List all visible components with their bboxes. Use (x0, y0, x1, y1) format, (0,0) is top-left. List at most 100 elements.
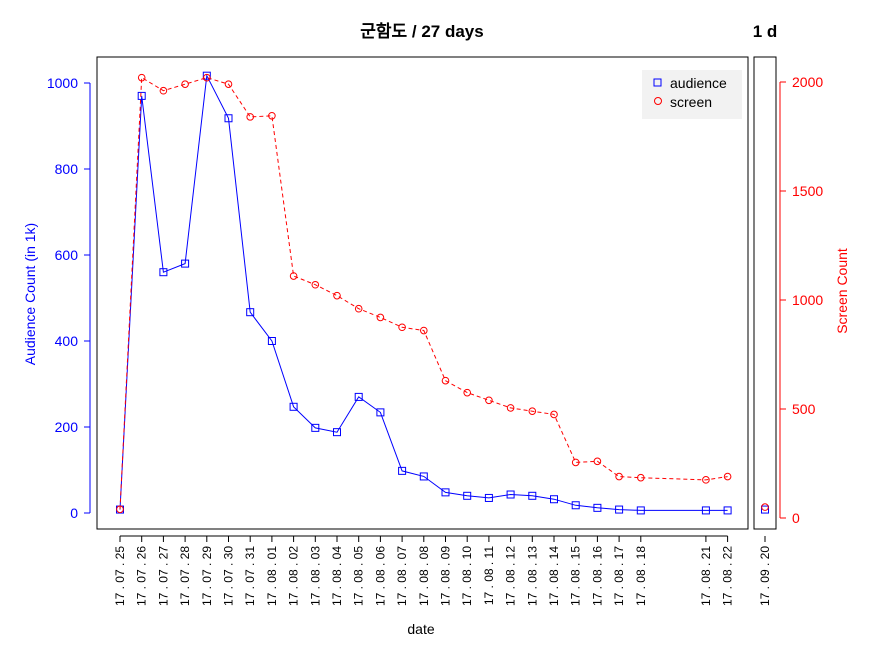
x-tick-label: 17 . 07 . 29 (200, 546, 214, 606)
point-screen (311, 280, 320, 289)
point-audience (528, 491, 537, 500)
x-tick-label: 17 . 08 . 22 (721, 546, 735, 606)
x-tick-label: 17 . 07 . 31 (243, 546, 257, 606)
point-audience (419, 472, 428, 481)
point-audience (246, 308, 255, 317)
x-tick-label: 17 . 08 . 07 (395, 546, 409, 606)
y-axis-label-left: Audience Count (in 1k) (22, 223, 38, 365)
series-layer (116, 71, 769, 515)
point-audience (398, 466, 407, 475)
series-line-audience (119, 73, 728, 511)
point-screen (528, 407, 537, 415)
point-screen (268, 111, 276, 120)
point-screen (702, 476, 710, 484)
side-x-tick-label: 17 . 09 . 20 (758, 546, 772, 606)
x-tick-label: 17 . 08 . 11 (482, 546, 496, 605)
main-plot-frame (96, 56, 749, 530)
x-tick-label: 17 . 08 . 14 (547, 546, 561, 606)
point-screen (376, 313, 385, 322)
legend-audience-label: audience (670, 75, 727, 91)
point-screen (246, 113, 254, 121)
y-right-tick-label: 1000 (792, 292, 823, 308)
x-tick-label: 17 . 07 . 27 (156, 546, 170, 606)
y-left-tick-label: 600 (55, 247, 79, 263)
x-tick-label: 17 . 08 . 04 (330, 546, 344, 606)
y-left-tick-label: 200 (55, 419, 79, 435)
chart-title: 군함도 / 27 days (360, 21, 483, 41)
x-tick-label: 17 . 08 . 06 (373, 546, 387, 606)
point-audience (441, 488, 450, 497)
x-tick-label: 17 . 08 . 21 (699, 546, 713, 606)
x-tick-label: 17 . 08 . 05 (352, 546, 366, 606)
point-screen (224, 80, 233, 88)
point-screen (571, 458, 580, 467)
point-audience (701, 506, 710, 515)
point-audience (376, 408, 385, 417)
y-right-tick-label: 500 (792, 401, 816, 417)
x-tick-label: 17 . 08 . 13 (525, 546, 539, 606)
y-left-tick-label: 1000 (47, 75, 78, 91)
side-panel-title: 1 d (753, 22, 778, 41)
point-screen (485, 396, 493, 405)
point-screen (159, 86, 168, 95)
x-tick-label: 17 . 08 . 17 (612, 546, 626, 606)
point-audience (267, 337, 276, 345)
point-screen (593, 457, 602, 466)
x-tick-label: 17 . 07 . 30 (222, 546, 236, 606)
x-tick-label: 17 . 08 . 09 (439, 546, 453, 606)
point-audience (463, 491, 472, 500)
point-audience (159, 268, 168, 277)
x-tick-label: 17 . 07 . 25 (113, 546, 127, 606)
point-screen (289, 272, 298, 280)
point-audience (224, 114, 233, 123)
x-axis-label: date (407, 621, 434, 637)
point-screen (615, 472, 623, 481)
point-screen (116, 505, 124, 514)
y-right-tick-label: 0 (792, 510, 800, 526)
x-tick-label: 17 . 08 . 03 (308, 546, 322, 606)
y-axis-label-right: Screen Count (834, 248, 850, 334)
point-audience (333, 428, 341, 437)
point-screen (441, 376, 450, 385)
point-screen (354, 304, 363, 313)
axes-layer: 0 200 400 600 800 1000 0 500 1000 1500 2000 17 . 07… (47, 74, 824, 606)
point-audience (615, 505, 624, 514)
point-screen (506, 404, 515, 412)
x-tick-label: 17 . 08 . 08 (417, 546, 431, 606)
y-left-tick-label: 400 (55, 333, 79, 349)
point-audience (311, 423, 320, 432)
point-screen (181, 80, 189, 88)
point-audience (506, 490, 515, 499)
y-left-tick-label: 800 (55, 161, 79, 177)
legend-box (642, 70, 742, 119)
point-audience (181, 259, 190, 268)
y-right-tick-label: 2000 (792, 74, 823, 90)
point-audience (550, 495, 558, 504)
legend-screen-label: screen (670, 94, 712, 110)
point-audience (593, 503, 602, 512)
side-point-audience (761, 505, 769, 514)
point-screen (550, 410, 558, 419)
point-audience (202, 71, 211, 80)
x-tick-label: 17 . 08 . 12 (504, 546, 518, 606)
point-screen (637, 473, 645, 482)
series-line-screen (119, 76, 728, 510)
x-tick-label: 17 . 08 . 10 (460, 546, 474, 606)
x-tick-label: 17 . 08 . 15 (569, 546, 583, 606)
point-screen (723, 472, 732, 481)
point-screen (333, 291, 341, 300)
side-point-screen (761, 503, 769, 511)
legend-audience-marker (653, 78, 662, 87)
legend: audience screen (642, 70, 742, 119)
point-screen (137, 73, 146, 82)
x-tick-label: 17 . 08 . 02 (287, 546, 301, 606)
point-audience (723, 506, 732, 515)
side-plot-frame (753, 56, 777, 530)
point-audience (289, 402, 298, 411)
x-tick-label: 17 . 07 . 26 (135, 546, 149, 606)
point-screen (463, 388, 472, 397)
y-right-tick-label: 1500 (792, 183, 823, 199)
point-screen (203, 73, 211, 82)
point-audience (484, 493, 493, 502)
